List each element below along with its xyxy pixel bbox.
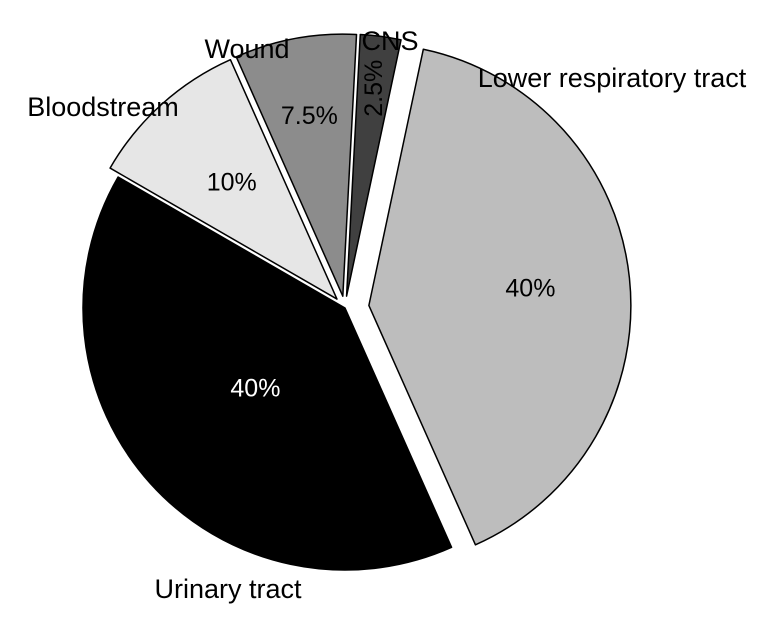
value-label-bloodstream: 10% <box>207 168 257 196</box>
category-label-cns: CNS <box>361 26 418 56</box>
category-label-bloodstream: Bloodstream <box>27 92 179 122</box>
category-label-lower-respiratory-tract: Lower respiratory tract <box>478 63 747 93</box>
pie-slice-bloodstream <box>109 58 338 300</box>
pie-slice-urinary-tract <box>82 176 453 571</box>
pie-slices <box>82 33 632 571</box>
value-label-urinary-tract: 40% <box>230 375 280 403</box>
category-label-wound: Wound <box>204 34 289 64</box>
pie-slice-lower-respiratory-tract <box>368 48 632 546</box>
pie-slice-cns <box>345 33 402 297</box>
pie-slice-wound <box>235 33 358 297</box>
pie-labels: 40% Lower respiratory tract 40% Urinary tra… <box>27 26 747 604</box>
category-label-urinary-tract: Urinary tract <box>154 574 302 604</box>
value-label-wound: 7.5% <box>281 102 338 130</box>
value-label-lower-respiratory-tract: 40% <box>505 275 555 303</box>
value-label-cns: 2.5% <box>360 60 388 117</box>
